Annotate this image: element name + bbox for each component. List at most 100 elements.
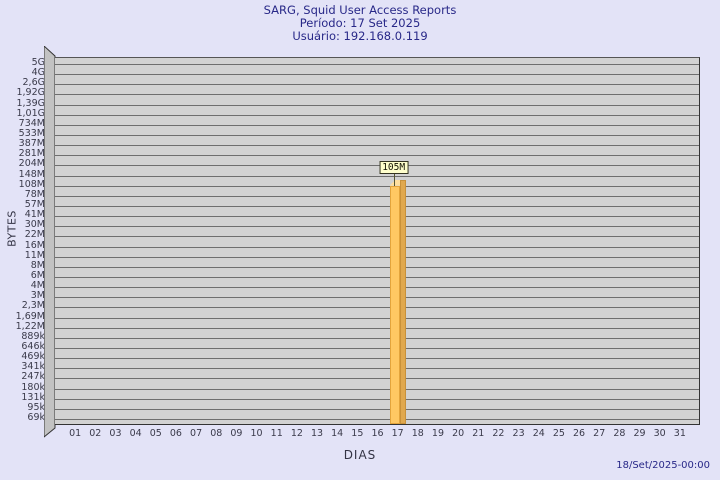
gridline	[55, 195, 699, 197]
y-axis-tick-label: 148M	[18, 168, 45, 180]
y-axis-tick-label: 41M	[24, 209, 45, 221]
y-axis-tick-label: 1,01G	[16, 107, 45, 119]
gridline	[55, 165, 699, 167]
y-axis-tick-label: 108M	[18, 178, 45, 190]
bar-17[interactable]	[389, 185, 400, 424]
plot-area	[55, 57, 700, 425]
gridline	[55, 358, 699, 360]
y-axis-tick-label: 2,3M	[21, 300, 45, 312]
x-axis-tick-label: 19	[431, 428, 445, 439]
y-axis-tick-label: 1,69M	[15, 310, 45, 322]
gridline	[55, 368, 699, 370]
bar-label-stem	[393, 171, 395, 186]
x-axis-tick-label: 02	[89, 428, 102, 439]
gridline	[55, 277, 699, 278]
x-axis-tick-label: 13	[310, 428, 324, 439]
x-axis-tick-label: 18	[411, 428, 424, 439]
x-axis-tick-label: 08	[210, 428, 223, 439]
x-axis-tick-label: 27	[593, 428, 606, 439]
x-axis-tick-label: 26	[573, 428, 586, 439]
y-axis-tick-label: 204M	[18, 158, 45, 170]
chart-user: Usuário: 192.168.0.119	[292, 29, 428, 43]
gridline	[55, 74, 699, 76]
gridline	[55, 307, 699, 309]
y-axis-tick-label: 341k	[21, 361, 45, 373]
y-axis-tick-label: 16M	[24, 239, 45, 251]
page-title: SARG, Squid User Access Reports	[263, 3, 457, 17]
x-axis-tick-label: 20	[452, 428, 465, 439]
gridline	[55, 175, 699, 177]
gridline	[55, 297, 699, 299]
y-axis-tick-label: 646k	[21, 341, 45, 352]
y-axis-tick-label: 533M	[18, 128, 45, 139]
y-axis-tick-label: 1,39G	[16, 97, 45, 109]
y-axis-tick-label: 4M	[30, 280, 45, 292]
gridline	[55, 206, 699, 207]
x-axis-tick-label: 07	[190, 428, 203, 439]
gridline	[55, 84, 699, 86]
gridline	[55, 408, 699, 410]
y-axis-tick-label: 180k	[21, 381, 45, 393]
y-axis-tick-label: 6M	[30, 270, 45, 281]
gridline	[55, 185, 699, 187]
x-axis-tick-label: 28	[613, 428, 626, 439]
y-axis-tick-label: 78M	[24, 188, 45, 200]
gridline	[55, 145, 699, 147]
y-axis-tick-label: 4G	[31, 67, 45, 79]
y-axis-tick-label: 469k	[21, 351, 45, 363]
y-axis-tick-label: 1,92G	[16, 87, 45, 99]
x-axis-tick-label: 21	[472, 428, 485, 439]
y-axis-tick-label: 131k	[21, 391, 45, 403]
bar-side-face	[399, 179, 406, 424]
gridline	[55, 266, 699, 268]
gridline	[55, 317, 699, 319]
x-axis-tick-label: 05	[149, 428, 162, 439]
x-axis-tick-label: 29	[633, 428, 646, 439]
gridline	[55, 256, 699, 258]
x-axis-ticks: 01 02 03 04 05 06 07 08 09 10 11 12 13 14 15 16 17 18 19 20…	[55, 428, 700, 444]
y-axis-tick-label: 30M	[24, 219, 45, 231]
x-axis-tick-label: 22	[492, 428, 505, 439]
bar-value-label: 105M	[379, 160, 409, 174]
x-axis-label: DIAS	[343, 448, 377, 462]
y-axis-tick-label: 889k	[21, 330, 45, 342]
x-axis-tick-label: 04	[129, 428, 142, 439]
x-axis-tick-label: 14	[331, 428, 344, 439]
x-axis-tick-label: 10	[250, 428, 263, 439]
y-axis-tick-label: 3M	[30, 290, 45, 302]
y-axis-tick-label: 281M	[18, 148, 45, 160]
y-axis-tick-label: 69k	[27, 412, 45, 423]
gridline	[55, 64, 699, 65]
y-axis-label: BYTES	[5, 210, 19, 247]
gridline	[55, 124, 699, 126]
y-axis-tick-label: 22M	[24, 229, 45, 241]
bar-top-face	[390, 180, 406, 186]
x-axis-tick-label: 17	[391, 428, 404, 439]
gridline	[55, 337, 699, 339]
gridline	[55, 216, 699, 218]
x-axis-tick-label: 24	[532, 428, 545, 439]
x-axis-tick-label: 12	[290, 428, 303, 439]
x-axis-tick-label: 31	[673, 428, 686, 439]
x-axis-tick-label: 15	[351, 428, 364, 439]
chart-period: Período: 17 Set 2025	[299, 16, 421, 30]
gridline	[55, 327, 699, 329]
y-axis-tick-label: 95k	[27, 401, 45, 413]
gridline	[55, 246, 699, 248]
plot-left-wall	[44, 46, 56, 438]
y-axis-tick-label: 2,6G	[22, 77, 45, 89]
y-axis-tick-label: 387M	[18, 138, 45, 150]
x-axis-tick-label: 25	[552, 428, 565, 439]
x-axis-tick-label: 01	[69, 428, 82, 439]
gridline	[55, 419, 699, 420]
gridline	[55, 388, 699, 390]
gridline	[55, 135, 699, 136]
x-axis-tick-label: 06	[169, 428, 182, 439]
gridline	[55, 287, 699, 289]
gridline	[55, 155, 699, 157]
y-axis-tick-label: 8M	[30, 259, 45, 271]
y-axis-tick-label: 1,22M	[15, 320, 45, 332]
x-axis-tick-label: 16	[371, 428, 384, 439]
generation-timestamp: 18/Set/2025-00:00	[616, 460, 710, 471]
y-axis-tick-label: 57M	[24, 199, 45, 210]
